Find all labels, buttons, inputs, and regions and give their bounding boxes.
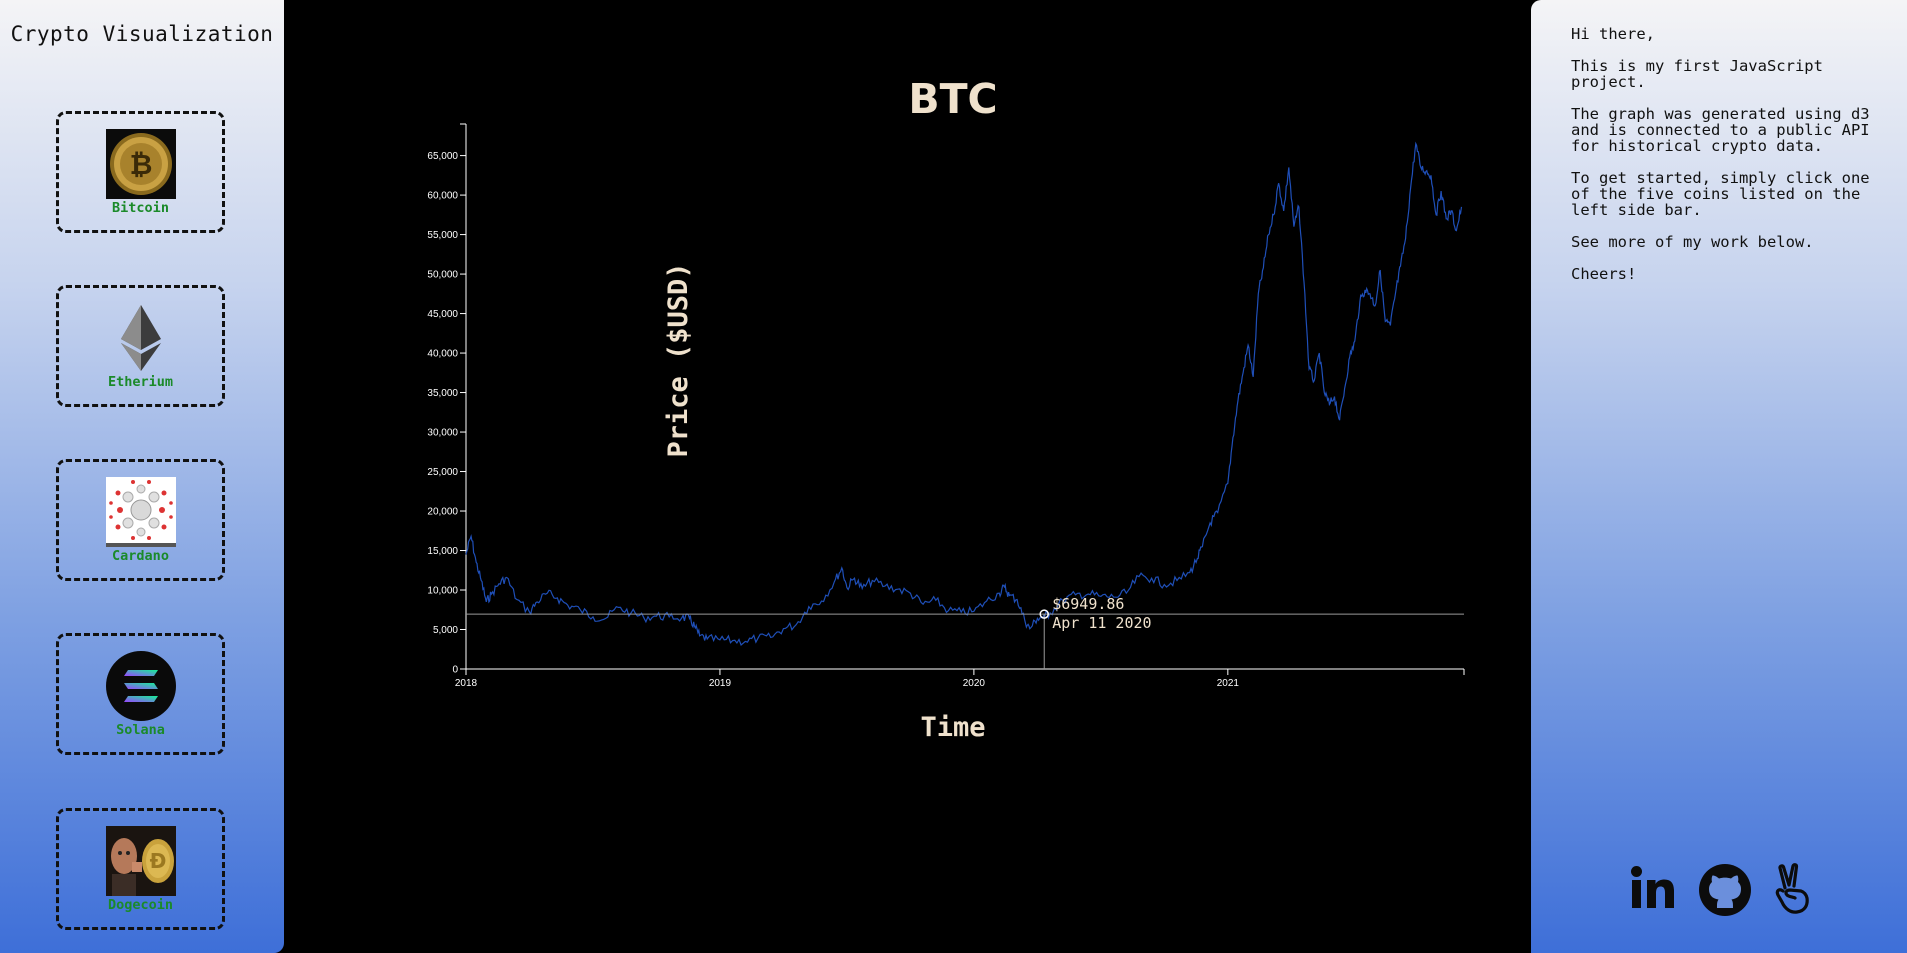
y-tick-label: 10,000 xyxy=(427,586,458,597)
tooltip-date: Apr 11 2020 xyxy=(1052,614,1151,632)
x-tick-label: 2018 xyxy=(455,678,478,689)
y-tick-label: 35,000 xyxy=(427,388,458,399)
info-paragraph: Cheers! xyxy=(1571,265,1637,283)
coin-label-bitcoin: Bitcoin xyxy=(112,200,169,216)
hover-focus: $6949.86 Apr 11 2020 xyxy=(466,595,1464,669)
coin-button-cardano[interactable]: Cardano xyxy=(56,459,225,581)
y-tick-label: 20,000 xyxy=(427,507,458,518)
coin-button-bitcoin[interactable]: ₿ Bitcoin xyxy=(56,111,225,233)
linkedin-icon[interactable] xyxy=(1628,862,1684,918)
y-tick-label: 0 xyxy=(452,665,458,676)
y-tick-label: 45,000 xyxy=(427,309,458,320)
coin-label-etherium: Etherium xyxy=(107,374,174,390)
y-tick-label: 25,000 xyxy=(427,467,458,478)
cardano-icon xyxy=(106,477,176,547)
dogecoin-icon: Ð xyxy=(106,826,176,896)
y-tick-label: 55,000 xyxy=(427,230,458,241)
bitcoin-coin-icon: ₿ xyxy=(106,129,176,199)
y-tick-label: 65,000 xyxy=(427,151,458,162)
solana-icon xyxy=(106,651,176,721)
info-paragraph: Hi there, xyxy=(1571,25,1655,43)
price-line xyxy=(465,141,1463,647)
x-tick-label: 2020 xyxy=(963,678,986,689)
y-tick-label: 50,000 xyxy=(427,270,458,281)
chart-axes: 0 5,000 10,000 15,000 20,000 25,000 30,000 35,0… xyxy=(427,123,1465,689)
angellist-icon[interactable] xyxy=(1766,862,1822,918)
info-paragraph: The graph was generated using d3 and is … xyxy=(1571,105,1870,155)
y-tick-label: 40,000 xyxy=(427,349,458,360)
coin-button-dogecoin[interactable]: Ð Dogecoin xyxy=(56,808,225,930)
coin-button-etherium[interactable]: Etherium xyxy=(56,285,225,407)
y-tick-label: 60,000 xyxy=(427,191,458,202)
coin-label-solana: Solana xyxy=(116,722,165,738)
info-panel: Hi there, This is my first JavaScript pr… xyxy=(1531,0,1907,953)
svg-text:Ð: Ð xyxy=(150,849,167,873)
y-tick-label: 15,000 xyxy=(427,546,458,557)
x-axis-title: Time xyxy=(920,712,985,743)
coin-label-cardano: Cardano xyxy=(112,548,169,564)
info-paragraph: To get started, simply click one of the … xyxy=(1571,169,1870,219)
x-tick-label: 2021 xyxy=(1217,678,1240,689)
y-tick-label: 5,000 xyxy=(433,625,458,636)
y-tick-label: 30,000 xyxy=(427,428,458,439)
info-text: Hi there, This is my first JavaScript pr… xyxy=(1571,26,1891,298)
info-paragraph: This is my first JavaScript project. xyxy=(1571,57,1823,91)
coin-sidebar: Crypto Visualization ₿ Bitcoin Etherium xyxy=(0,0,284,953)
info-paragraph: See more of my work below. xyxy=(1571,233,1814,251)
ethereum-diamond-icon xyxy=(121,305,161,371)
github-icon[interactable] xyxy=(1697,862,1753,918)
app-title: Crypto Visualization xyxy=(10,22,274,46)
tooltip-price: $6949.86 xyxy=(1052,595,1124,613)
price-chart[interactable]: BTC Price ($USD) Time 0 5,000 10,000 15,000… xyxy=(284,0,1531,953)
svg-text:₿: ₿ xyxy=(130,148,153,181)
chart-title: BTC xyxy=(908,75,997,123)
chart-series xyxy=(465,141,1463,647)
coin-button-solana[interactable]: Solana xyxy=(56,633,225,755)
hover-point-marker xyxy=(1039,609,1049,619)
coin-label-dogecoin: Dogecoin xyxy=(107,897,174,913)
x-tick-label: 2019 xyxy=(709,678,732,689)
y-axis-title: Price ($USD) xyxy=(663,262,694,457)
